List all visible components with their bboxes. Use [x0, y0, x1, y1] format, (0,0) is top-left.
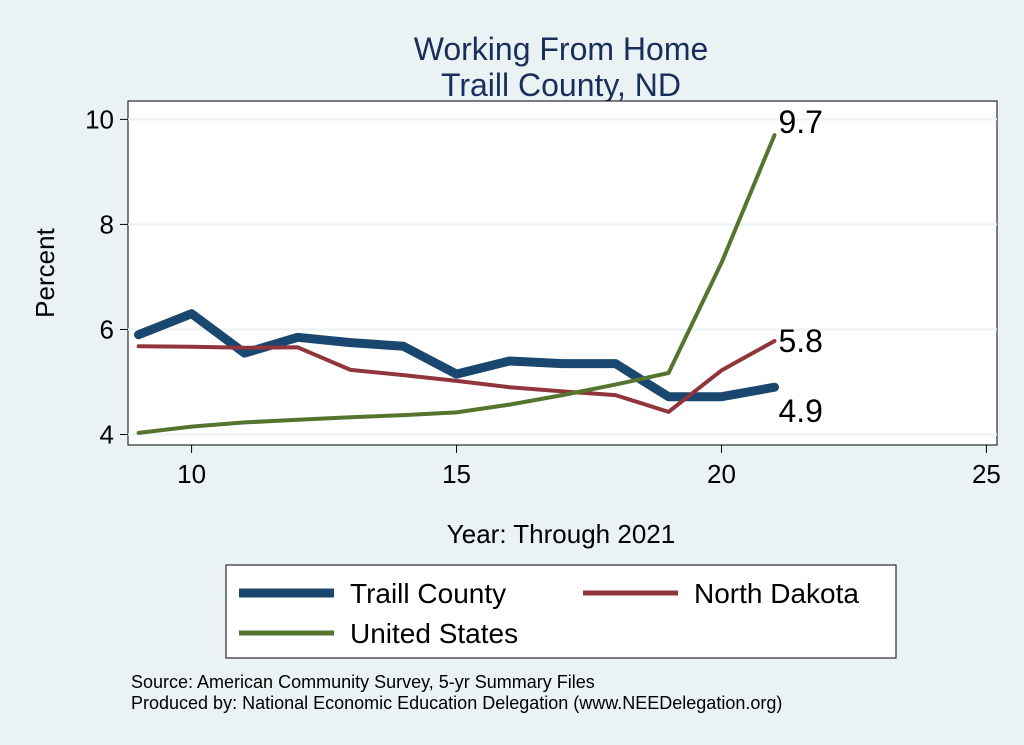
end-label-united-states: 9.7 [778, 104, 822, 140]
legend-label-north-dakota: North Dakota [694, 578, 859, 609]
chart-title: Working From Home [414, 31, 709, 67]
series-line-north-dakota [136, 339, 777, 414]
y-tick-label-10: 10 [85, 104, 114, 134]
y-tick-label-8: 8 [100, 209, 114, 239]
x-tick-label-25: 25 [972, 459, 1001, 489]
y-axis: 4 6 8 10 [85, 104, 128, 449]
grid-lines [128, 118, 997, 436]
y-axis-title: Percent [30, 227, 60, 317]
series-line-united-states [136, 133, 777, 435]
legend-label-traill-county: Traill County [350, 578, 506, 609]
x-tick-label-10: 10 [177, 459, 206, 489]
chart-subtitle: Traill County, ND [441, 67, 681, 103]
end-label-traill-county: 4.9 [778, 393, 822, 429]
end-labels: 4.9 5.8 9.7 [778, 104, 822, 429]
x-axis: 10 15 20 25 [177, 445, 1001, 489]
legend-label-united-states: United States [350, 618, 518, 649]
legend: Traill County North Dakota United States [225, 564, 897, 659]
legend-box [225, 564, 897, 659]
source-note: Source: American Community Survey, 5-yr … [131, 672, 595, 692]
x-tick-label-15: 15 [442, 459, 471, 489]
series-line-traill-county [134, 309, 779, 402]
plot-area [127, 100, 998, 446]
y-tick-label-6: 6 [100, 314, 114, 344]
y-tick-label-4: 4 [100, 419, 114, 449]
x-tick-label-20: 20 [707, 459, 736, 489]
end-label-north-dakota: 5.8 [778, 323, 822, 359]
series-lines [134, 133, 779, 435]
x-axis-title: Year: Through 2021 [447, 519, 675, 549]
producer-note: Produced by: National Economic Education… [131, 693, 782, 713]
